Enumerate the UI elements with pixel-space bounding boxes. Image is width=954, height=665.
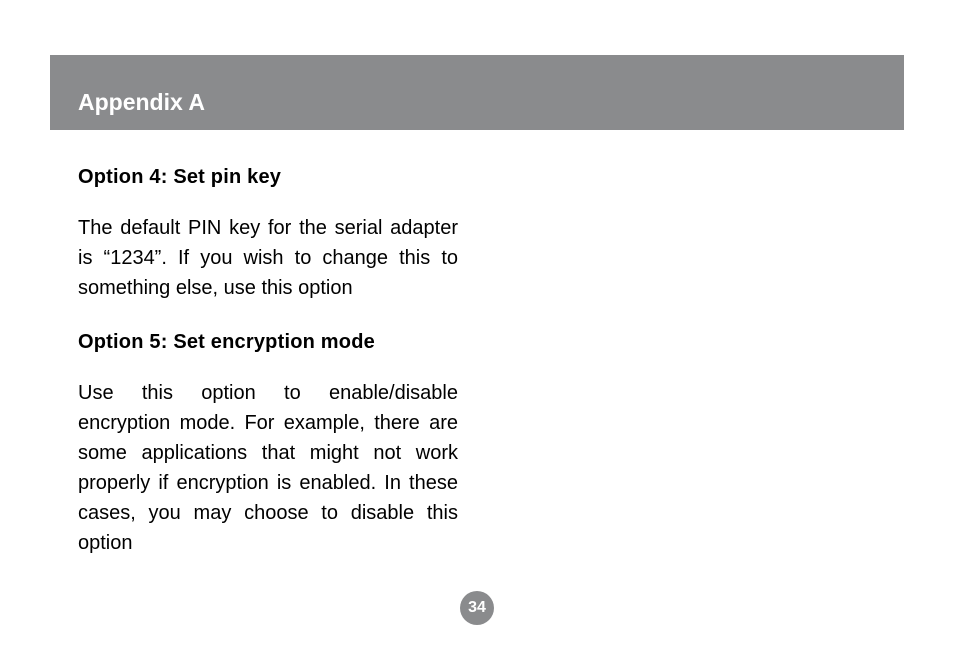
header-bar: Appendix A — [50, 75, 904, 130]
option-body: The default PIN key for the serial adapt… — [78, 213, 458, 303]
content-column: Option 4: Set pin key The default PIN ke… — [78, 150, 458, 586]
page-number: 34 — [468, 599, 486, 617]
option-heading: Option 4: Set pin key — [78, 166, 458, 189]
option-heading: Option 5: Set encryption mode — [78, 331, 458, 354]
document-page: Appendix A Option 4: Set pin key The def… — [0, 0, 954, 665]
page-title: Appendix A — [78, 89, 205, 116]
page-number-badge: 34 — [460, 591, 494, 625]
option-body: Use this option to enable/disable encryp… — [78, 378, 458, 558]
header-top-accent — [50, 55, 904, 75]
